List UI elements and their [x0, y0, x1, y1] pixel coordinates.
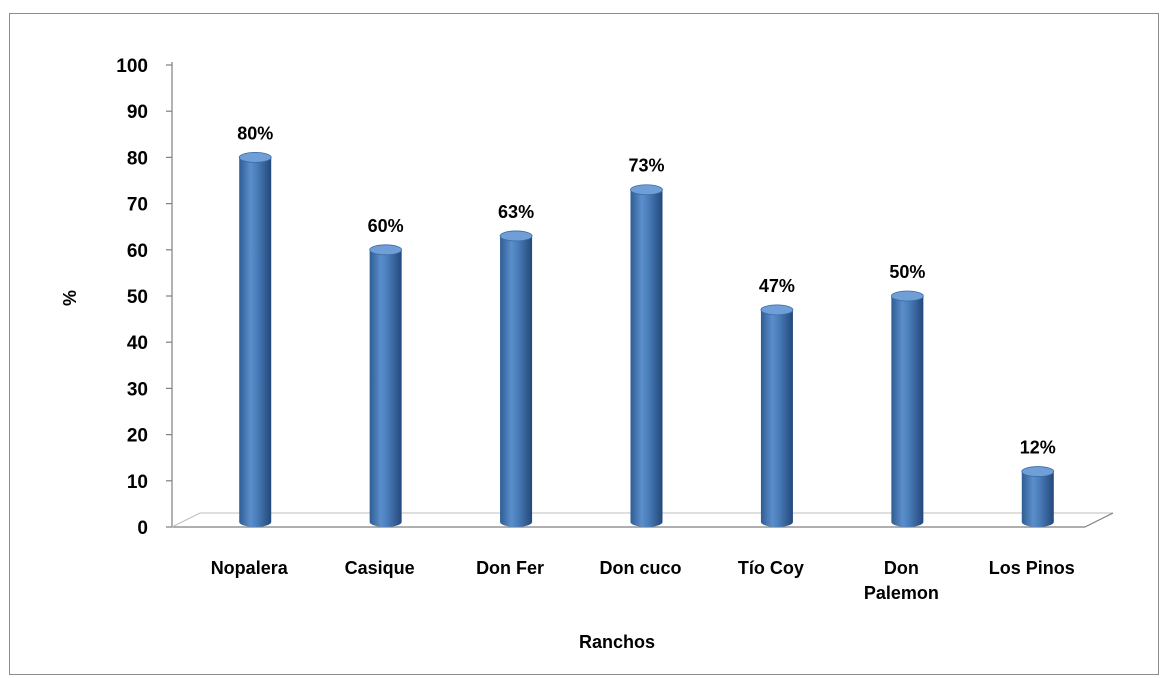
chart-frame: [9, 13, 1159, 675]
bar: [369, 244, 403, 528]
bar-top: [1021, 466, 1055, 477]
data-label: 50%: [889, 262, 925, 282]
bar: [760, 304, 794, 527]
bar-body: [500, 235, 533, 527]
category-label: Don cuco: [599, 558, 681, 578]
y-tick-label: 90: [127, 102, 148, 123]
y-tick-label: 50: [127, 287, 148, 308]
bar-top: [369, 244, 403, 256]
y-tick-label: 20: [127, 426, 148, 447]
floor-left-edge: [171, 512, 201, 528]
y-tick-label: 30: [127, 379, 148, 400]
y-tick-label: 60: [127, 241, 148, 262]
data-label: 63%: [498, 202, 534, 222]
y-tick-label: 40: [127, 333, 148, 354]
category-label: Nopalera: [211, 558, 289, 578]
y-tick-label: 70: [127, 195, 148, 216]
bar-body: [369, 249, 402, 528]
bar-body: [891, 296, 924, 527]
y-tick-label: 0: [137, 518, 148, 539]
bar-top: [890, 290, 924, 302]
y-tick-label: 100: [116, 56, 148, 77]
y-tick-label: 80: [127, 148, 148, 169]
category-label: Palemon: [864, 583, 939, 603]
bar-top: [760, 304, 794, 316]
bar-body: [1021, 471, 1054, 527]
category-label: Don: [884, 558, 919, 578]
bar-body: [239, 157, 272, 527]
bar: [890, 290, 924, 527]
category-label: Los Pinos: [989, 558, 1075, 578]
bar: [238, 151, 272, 527]
y-axis-title: %: [60, 290, 80, 306]
floor-right-edge: [1084, 512, 1114, 528]
labels: 0 10 20 30 40 50 60 70 80 90 100 80% Nopalera 60% Casi…: [60, 56, 1075, 652]
bar-top: [499, 230, 533, 242]
category-label: Don Fer: [476, 558, 544, 578]
data-label: 60%: [368, 216, 404, 236]
bar: [630, 184, 663, 528]
category-label: Casique: [345, 558, 415, 578]
data-label: 12%: [1020, 438, 1056, 458]
bar: [499, 230, 533, 527]
x-axis-title: Ranchos: [579, 632, 655, 652]
bars: [238, 151, 1055, 528]
data-label: 80%: [237, 123, 273, 143]
bar-body: [630, 189, 663, 528]
y-tick-label: 10: [127, 472, 148, 493]
bar-body: [760, 309, 793, 527]
bar: [1021, 466, 1055, 527]
bar-top: [238, 151, 272, 163]
data-label: 73%: [628, 156, 664, 176]
data-label: 47%: [759, 276, 795, 296]
category-label: Tío Coy: [738, 558, 804, 578]
bar-top: [630, 184, 663, 196]
